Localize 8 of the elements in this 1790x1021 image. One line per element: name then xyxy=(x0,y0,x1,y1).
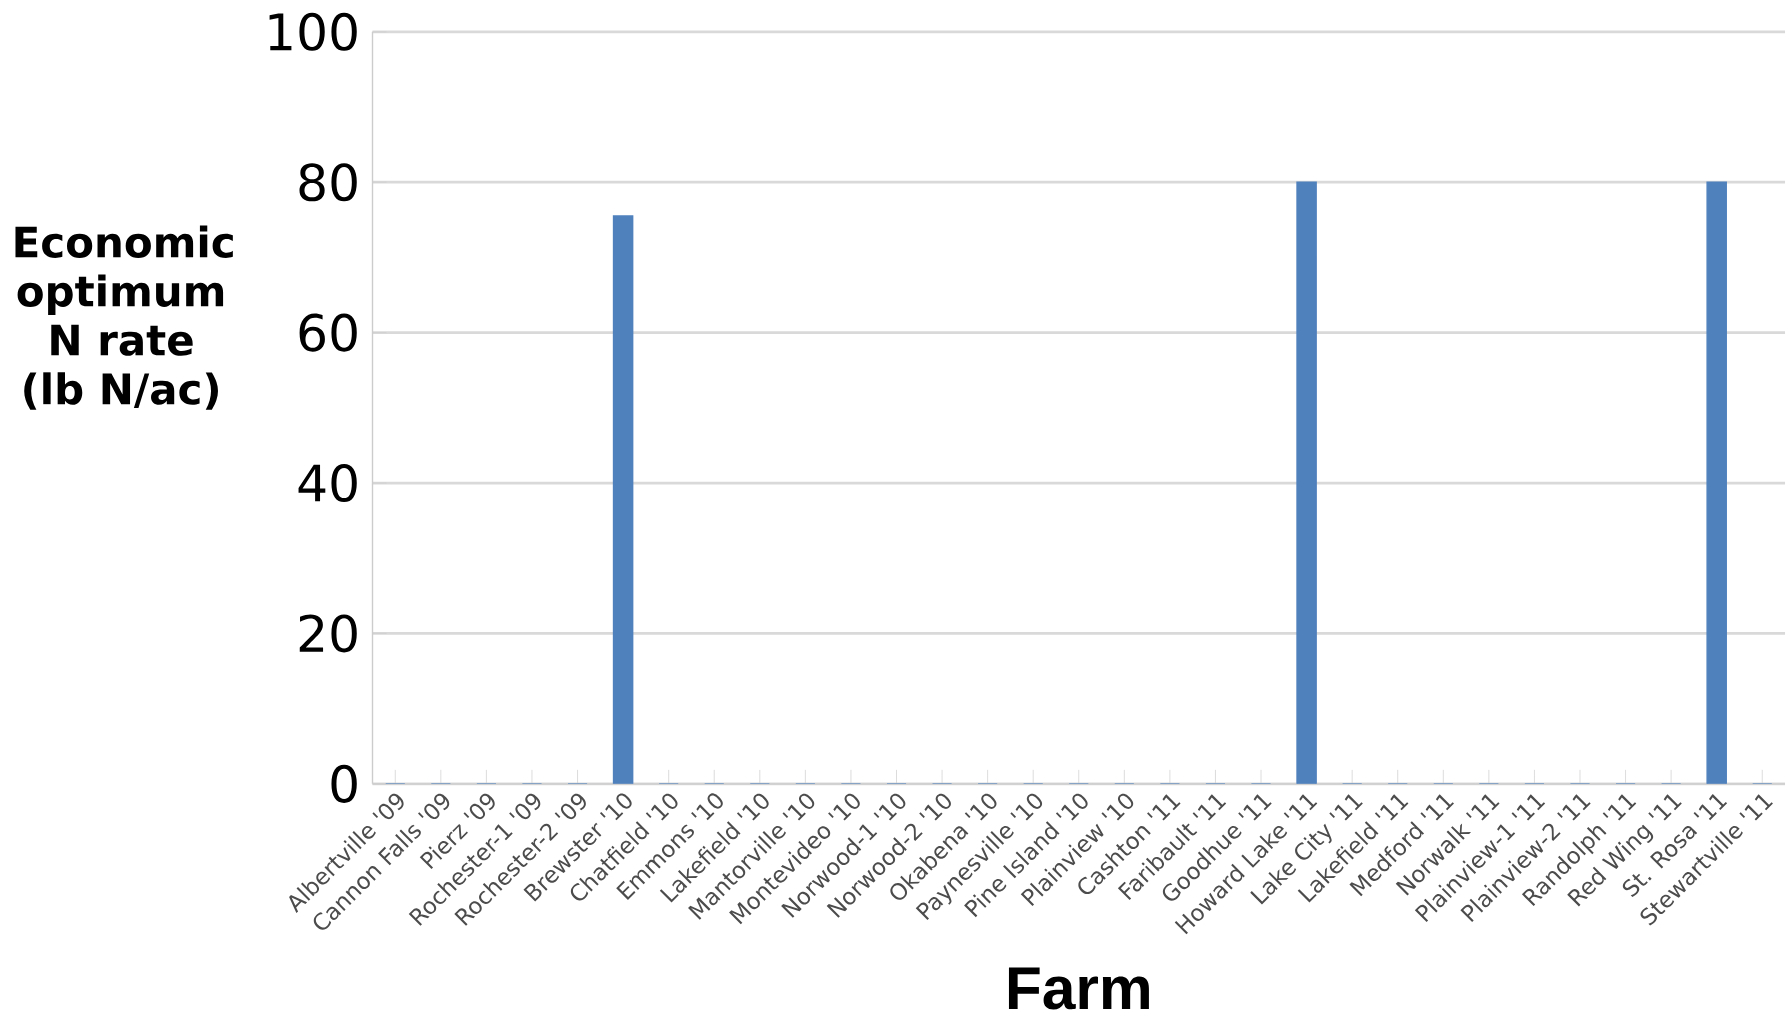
y-tick-label: 60 xyxy=(299,313,357,352)
y-tick-label: 100 xyxy=(269,12,357,51)
y-axis-title: Economic optimum N rate (lb N/ac) xyxy=(15,225,233,410)
y-tick-label: 20 xyxy=(299,614,357,653)
y-tick-label: 0 xyxy=(331,764,357,803)
x-axis-title: Farm xyxy=(1008,967,1149,1010)
y-tick-label: 80 xyxy=(299,163,357,202)
y-tick-label: 40 xyxy=(298,463,357,502)
